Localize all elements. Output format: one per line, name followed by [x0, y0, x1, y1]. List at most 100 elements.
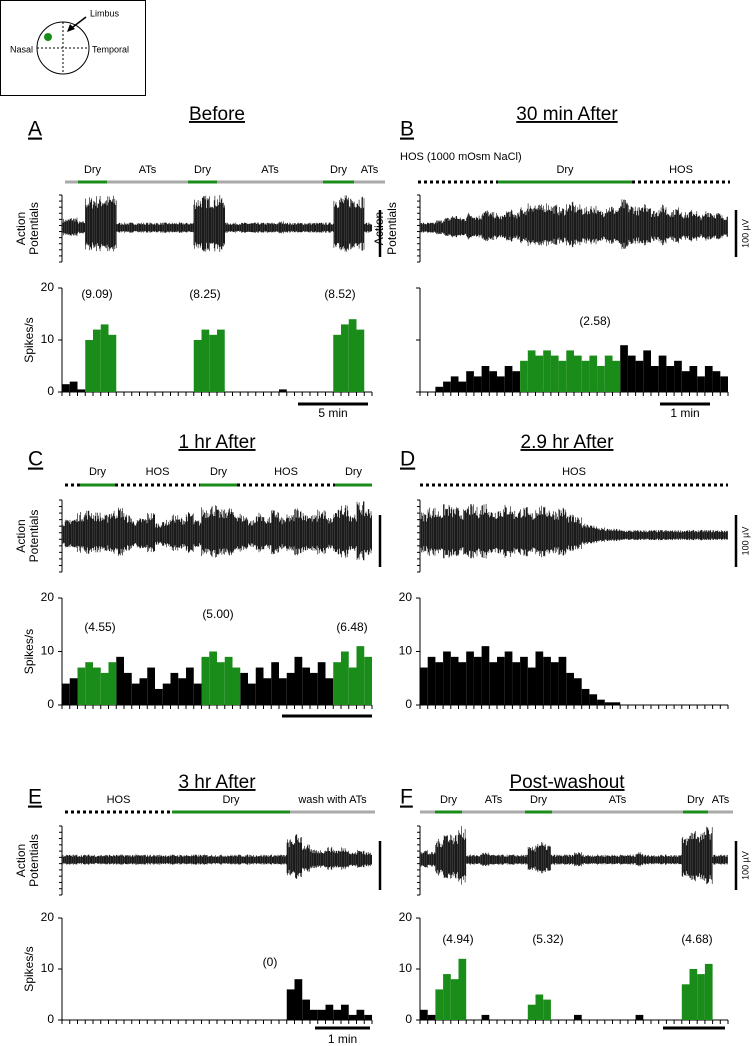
- histogram-bar: [286, 989, 295, 1020]
- histogram-bar: [550, 662, 559, 705]
- condition-label: Dry: [330, 164, 348, 176]
- y-tick-label: 10: [399, 644, 413, 658]
- y-tick-label: 0: [47, 1012, 54, 1026]
- condition-label: ATs: [609, 794, 627, 806]
- condition-label: ATs: [712, 794, 730, 806]
- histogram-bar: [443, 651, 451, 705]
- condition-label: HOS: [562, 466, 586, 478]
- y-tick-label: 10: [41, 961, 55, 975]
- histogram-bar: [155, 688, 163, 705]
- panel-title: 1 hr After: [178, 432, 256, 453]
- histogram-bar: [100, 324, 109, 392]
- rate-annotation: (4.68): [681, 932, 712, 946]
- histogram-bar: [333, 662, 341, 705]
- histogram-bar: [458, 381, 467, 392]
- histogram-bar: [348, 667, 357, 705]
- histogram-bar: [481, 366, 490, 392]
- histogram-bar: [527, 350, 536, 392]
- histogram-bar: [527, 667, 536, 705]
- histogram-bar: [458, 958, 467, 1020]
- histogram-bar: [635, 360, 644, 392]
- trace-label: Potentials: [27, 834, 41, 887]
- histogram-bar: [69, 381, 78, 392]
- histogram-bar: [209, 651, 217, 705]
- condition-label: Dry: [210, 466, 228, 478]
- histogram-bar: [279, 678, 287, 705]
- histogram-bar: [543, 350, 551, 392]
- histogram-bar: [302, 667, 310, 705]
- y-tick-label: 20: [41, 590, 55, 604]
- histogram-bar: [589, 694, 598, 705]
- histogram-bar: [302, 999, 310, 1020]
- histogram-bar: [704, 366, 713, 392]
- histogram-bar: [581, 360, 590, 392]
- histogram-bar: [612, 360, 621, 392]
- condition-label: Dry: [84, 164, 102, 176]
- condition-label: ATs: [261, 164, 279, 176]
- histogram-bar: [620, 345, 628, 392]
- histogram-bar: [658, 355, 667, 392]
- y-axis-label: Spikes/s: [22, 629, 36, 674]
- histogram-bar: [255, 667, 264, 705]
- histogram-bar: [535, 651, 544, 705]
- histogram-bar: [435, 386, 444, 392]
- y-axis-label: Spikes/s: [22, 946, 36, 991]
- panel-title: Before: [189, 104, 245, 125]
- histogram-bar: [558, 360, 567, 392]
- histogram-bar: [356, 646, 365, 705]
- histogram-bar: [450, 376, 459, 392]
- histogram-bar: [62, 384, 70, 392]
- time-scale-label: 5 min: [318, 406, 347, 420]
- histogram-bar: [248, 683, 256, 705]
- histogram-bar: [550, 355, 559, 392]
- condition-label: Dry: [89, 466, 107, 478]
- histogram-bar: [458, 662, 467, 705]
- histogram-bar: [108, 662, 117, 705]
- condition-label: Dry: [345, 466, 363, 478]
- histogram-bar: [240, 672, 248, 705]
- panel: E 3 hr After HOS Dry wash with ATs Action Pote…: [14, 772, 382, 1046]
- histogram-bar: [697, 376, 705, 392]
- histogram-bar: [364, 1014, 372, 1020]
- condition-label: Dry: [556, 164, 574, 176]
- histogram-bar: [294, 656, 303, 705]
- histogram-bar: [310, 672, 318, 705]
- histogram-bar: [535, 994, 544, 1020]
- trace-label: Action: [14, 212, 28, 245]
- y-tick-label: 10: [41, 332, 55, 346]
- histogram-bar: [489, 371, 497, 392]
- histogram-bar: [520, 360, 528, 392]
- trace-label: Action: [14, 519, 28, 552]
- histogram-bar: [635, 1014, 644, 1020]
- histogram-bar: [201, 656, 210, 705]
- histogram-bar: [689, 969, 698, 1020]
- histogram-bar: [466, 371, 474, 392]
- eye-inset: Limbus Nasal Temporal: [0, 0, 146, 96]
- histogram-bar: [310, 1009, 318, 1020]
- histogram-bar: [597, 366, 605, 392]
- histogram-bar: [481, 646, 490, 705]
- histogram-bar: [697, 974, 705, 1020]
- histogram-bar: [178, 678, 186, 705]
- y-tick-label: 20: [41, 910, 55, 924]
- recording-site: [44, 33, 52, 41]
- histogram-bar: [217, 662, 225, 705]
- histogram-bar: [139, 678, 148, 705]
- histogram-bar: [271, 662, 279, 705]
- histogram-bar: [473, 656, 482, 705]
- panel-title: Post-washout: [509, 772, 625, 793]
- histogram-bar: [341, 651, 349, 705]
- condition-label: Dry: [530, 794, 548, 806]
- histogram-bar: [201, 329, 210, 392]
- histogram-bar: [69, 678, 78, 705]
- condition-label: HOS: [146, 466, 170, 478]
- panel-letter: F: [400, 786, 413, 809]
- histogram-bar: [348, 1014, 357, 1020]
- voltage-scale-label: 100 µV: [740, 527, 750, 556]
- condition-label: Dry: [440, 794, 458, 806]
- histogram-bar: [85, 662, 93, 705]
- histogram-bar: [116, 656, 124, 705]
